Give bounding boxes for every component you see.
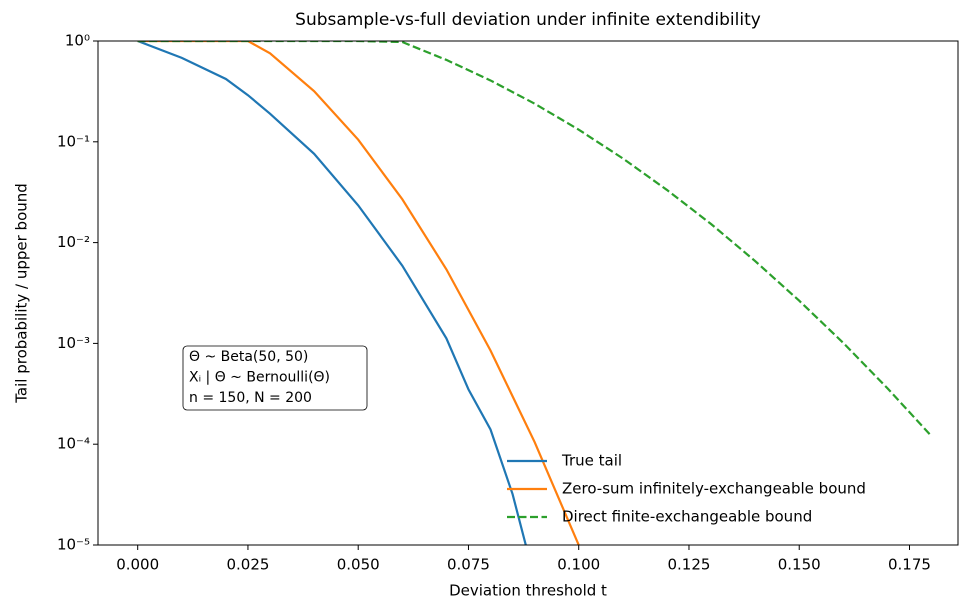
x-tick-label: 0.100 (557, 556, 600, 574)
data-line (137, 41, 580, 545)
axes-frame (97, 40, 959, 546)
x-tick-label: 0.025 (226, 556, 269, 574)
chart-title: Subsample-vs-full deviation under infini… (295, 10, 761, 30)
y-tick-label: 10⁻¹ (57, 132, 90, 150)
y-tick-label: 10⁻² (57, 233, 90, 251)
data-line (137, 41, 527, 545)
x-tick-label: 0.125 (667, 556, 710, 574)
x-tick-label: 0.150 (778, 556, 821, 574)
annotation-text: Xᵢ | Θ ~ Bernoulli(Θ) (189, 370, 330, 386)
x-tick-label: 0.050 (337, 556, 380, 574)
legend-label: Zero-sum infinitely-exchangeable bound (562, 480, 866, 498)
data-line (137, 41, 933, 437)
annotation-text: n = 150, N = 200 (189, 390, 312, 406)
legend-label: Direct finite-exchangeable bound (562, 508, 812, 526)
x-axis-label: Deviation threshold t (449, 582, 607, 600)
y-tick-label: 10⁻⁵ (57, 536, 90, 554)
y-tick-label: 10⁻⁴ (57, 435, 90, 453)
x-tick-label: 0.075 (447, 556, 490, 574)
y-tick-label: 10⁰ (65, 32, 90, 50)
y-axis-label: Tail probability / upper bound (13, 183, 31, 404)
y-tick-label: 10⁻³ (57, 334, 90, 352)
x-tick-label: 0.175 (888, 556, 931, 574)
legend-label: True tail (561, 452, 622, 470)
annotation-box (182, 345, 368, 411)
annotation-text: Θ ~ Beta(50, 50) (189, 349, 308, 365)
x-tick-label: 0.000 (116, 556, 159, 574)
